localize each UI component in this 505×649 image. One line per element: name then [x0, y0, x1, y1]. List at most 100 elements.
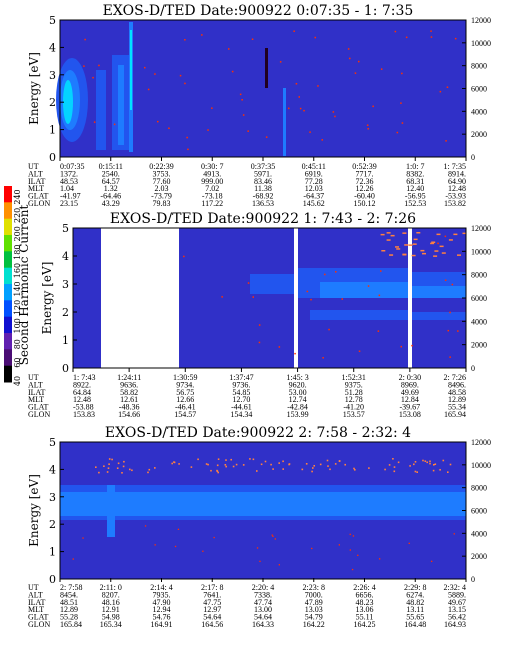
temperature-mark: [457, 254, 461, 256]
noise-dot: [444, 279, 447, 281]
noise-dot: [288, 107, 290, 110]
colorbar-cells: [4, 186, 12, 383]
temperature-mark: [433, 255, 438, 257]
table-cell: 2540.: [102, 169, 120, 178]
y2-tick-label: 2000: [471, 552, 487, 561]
noise-dot: [147, 88, 150, 91]
temperature-mark: [216, 470, 219, 472]
noise-dot: [341, 298, 343, 300]
table-cell: 4913.: [203, 169, 221, 178]
table-cell: 153.57: [343, 410, 365, 419]
temperature-mark: [402, 232, 407, 234]
table-cell: -44.61: [231, 403, 252, 412]
y-axis-label: Energy [eV]: [27, 52, 41, 125]
temperature-mark: [396, 248, 401, 250]
table-cell: 13.03: [305, 605, 323, 614]
noise-dot: [358, 350, 361, 352]
temperature-mark: [449, 463, 452, 466]
temperature-mark: [217, 471, 219, 474]
flux-region: [96, 70, 106, 150]
temperature-mark: [319, 463, 322, 466]
noise-dot: [377, 330, 380, 332]
table-cell: -64.46: [100, 192, 121, 201]
temperature-mark: [424, 460, 427, 462]
temperature-mark: [225, 459, 227, 461]
colorbar-cell: [4, 202, 12, 220]
table-cell: 2:23: 8: [303, 583, 325, 592]
y2-tick-label: 4000: [471, 317, 487, 326]
temperature-mark: [429, 460, 431, 463]
table-cell: -46.41: [175, 403, 196, 412]
noise-dot: [252, 296, 254, 298]
table-cell: 9620.: [289, 380, 307, 389]
noise-dot: [154, 544, 156, 546]
y-tick-label: 3: [49, 491, 56, 504]
temperature-mark: [462, 232, 467, 235]
data-gap: [408, 228, 412, 368]
temperature-mark: [368, 467, 370, 469]
noise-dot: [271, 534, 273, 536]
noise-dot: [247, 130, 249, 132]
temperature-mark: [225, 465, 227, 468]
table-cell: 12.48: [448, 184, 466, 193]
temperature-mark: [122, 465, 125, 468]
temperature-mark: [413, 238, 418, 241]
table-cell: 54.79: [305, 613, 323, 622]
table-row-label: GLON: [28, 410, 50, 419]
table-cell: 55.34: [448, 403, 466, 412]
table-cell: 7641.: [203, 590, 221, 599]
noise-dot: [447, 329, 449, 332]
table-cell: 164.22: [303, 620, 325, 629]
temperature-mark: [210, 469, 212, 472]
noise-dot: [357, 554, 359, 556]
temperature-mark: [131, 469, 133, 472]
table-cell: 2: 0:30: [399, 373, 421, 382]
noise-dot: [379, 558, 381, 560]
y-tick-label: 0: [49, 151, 56, 164]
table-cell: 0:07:35: [60, 162, 84, 171]
temperature-mark: [282, 460, 284, 463]
noise-dot: [349, 57, 351, 60]
data-gap: [294, 228, 298, 368]
noise-dot: [367, 128, 369, 130]
colorbar-tick-label: 60: [13, 358, 22, 368]
table-row-label: GLON: [28, 620, 50, 629]
table-cell: 165.94: [444, 410, 466, 419]
flux-band: [320, 282, 408, 298]
panel-3-title: EXOS-D/TED Date:900922 2: 7:58 - 2:32: 4: [105, 425, 411, 441]
table-cell: 154.34: [230, 410, 252, 419]
table-cell: 2:11: 0: [100, 583, 122, 592]
temperature-mark: [429, 462, 431, 465]
temperature-mark: [123, 460, 125, 463]
noise-dot: [310, 298, 312, 301]
temperature-mark: [264, 460, 267, 463]
noise-dot: [332, 111, 335, 113]
y-axis-label: Energy [eV]: [40, 262, 54, 335]
flux-region: [63, 80, 73, 124]
temperature-mark: [197, 458, 199, 461]
temperature-mark: [205, 463, 208, 465]
table-cell: 55.11: [356, 613, 374, 622]
flux-spike: [283, 88, 286, 156]
colorbar-tick-label: 40: [13, 376, 22, 386]
table-cell: 2:29: 8: [404, 583, 426, 592]
table-cell: 1:24:11: [117, 373, 141, 382]
temperature-mark: [272, 468, 274, 470]
table-cell: 58.82: [120, 388, 138, 397]
temperature-mark: [432, 469, 435, 472]
temperature-mark: [173, 461, 175, 463]
table-cell: 9734.: [176, 380, 194, 389]
table-cell: -56.95: [405, 192, 426, 201]
table-cell: 8496.: [448, 380, 466, 389]
temperature-mark: [404, 244, 409, 246]
colorbar-tick-label: 240: [13, 189, 22, 204]
noise-dot: [201, 34, 203, 36]
table-cell: 1.04: [60, 184, 74, 193]
table-cell: 54.64: [254, 613, 272, 622]
table-cell: 12.03: [305, 184, 323, 193]
temperature-mark: [256, 470, 258, 472]
temperature-mark: [171, 462, 173, 465]
temperature-mark: [413, 463, 415, 466]
y-tick-label: 1: [49, 546, 56, 559]
